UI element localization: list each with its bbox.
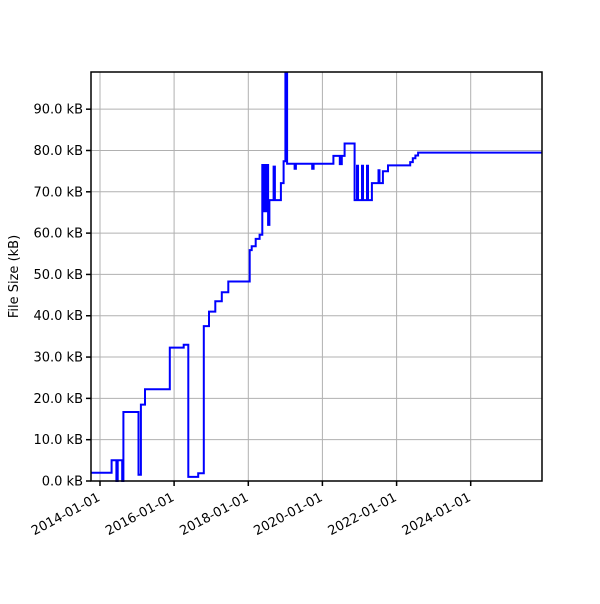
y-axis-label: File Size (kB): [7, 235, 22, 318]
data-layer: [91, 72, 542, 482]
x-tick-label: 2018-01-01: [177, 490, 251, 539]
data-line-file-size: [91, 72, 542, 482]
y-tick-label: 60.0 kB: [33, 227, 83, 242]
y-tick-label: 30.0 kB: [33, 351, 83, 366]
x-tick-label: 2016-01-01: [103, 490, 177, 539]
y-tick-label: 90.0 kB: [33, 103, 83, 118]
grid-layer: [91, 72, 542, 482]
x-tick-label: 2020-01-01: [252, 490, 326, 539]
y-tick-label: 50.0 kB: [33, 268, 83, 283]
y-tick-label: 0.0 kB: [42, 475, 83, 490]
y-tick-label: 20.0 kB: [33, 392, 83, 407]
x-tick-label: 2024-01-01: [400, 490, 474, 539]
x-tick-label: 2022-01-01: [326, 490, 400, 539]
y-tick-label: 40.0 kB: [33, 309, 83, 324]
axis-layer: [86, 71, 543, 486]
y-tick-label: 80.0 kB: [33, 144, 83, 159]
y-tick-label: 70.0 kB: [33, 185, 83, 200]
y-tick-label: 10.0 kB: [33, 433, 83, 448]
plot-border: [90, 71, 543, 482]
x-tick-label: 2014-01-01: [29, 490, 103, 539]
